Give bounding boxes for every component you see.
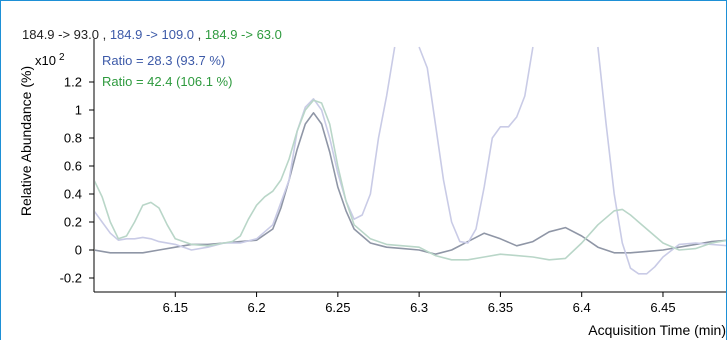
ratio-label: Ratio = 42.4 (106.1 %): [102, 74, 232, 89]
transition-label: 184.9 -> 109.0: [110, 27, 194, 42]
transition-label: 184.9 -> 93.0: [22, 27, 99, 42]
y-tick-label: 0.4: [64, 187, 82, 202]
transition-separator: ,: [99, 27, 110, 42]
x-tick-label: 6.3: [410, 300, 428, 315]
y-multiplier-base: x10: [35, 53, 56, 68]
y-multiplier-exponent: 2: [59, 52, 65, 63]
transition-label: 184.9 -> 63.0: [205, 27, 282, 42]
x-tick-label: 6.2: [248, 300, 266, 315]
series-line: [418, 46, 534, 244]
transition-separator: ,: [194, 27, 205, 42]
x-tick-label: 6.25: [325, 300, 350, 315]
series-line: [95, 46, 396, 251]
x-tick-label: 6.15: [163, 300, 188, 315]
y-tick-label: 0.6: [64, 159, 82, 174]
x-tick-label: 6.45: [650, 300, 675, 315]
x-axis-title: Acquisition Time (min): [588, 322, 726, 338]
y-tick-label: 0.8: [64, 131, 82, 146]
y-tick-label: 1: [75, 103, 82, 118]
x-tick-label: 6.4: [573, 300, 591, 315]
y-tick-label: -0.2: [60, 271, 82, 286]
y-tick-label: 0: [75, 243, 82, 258]
ratio-label: Ratio = 28.3 (93.7 %): [102, 53, 225, 68]
y-multiplier-label: x10 2: [35, 52, 65, 68]
y-tick-label: 1.2: [64, 75, 82, 90]
x-tick-label: 6.35: [488, 300, 513, 315]
series-line: [95, 99, 727, 261]
axes: -0.2 0 0.2 0.4 0.6 0.8 1 1.2 6.15 6.2 6.25 6.3 6.35 6…: [60, 39, 727, 315]
series-line: [95, 112, 727, 255]
y-tick-label: 0.2: [64, 215, 82, 230]
transition-legend: 184.9 -> 93.0 , 184.9 -> 109.0 , 184.9 -…: [22, 27, 282, 42]
plot-area: [95, 46, 727, 275]
chromatogram-chart: 184.9 -> 93.0 , 184.9 -> 109.0 , 184.9 -…: [18, 27, 727, 338]
series-line: [597, 46, 727, 275]
y-axis-title: Relative Abundance (%): [18, 66, 34, 216]
